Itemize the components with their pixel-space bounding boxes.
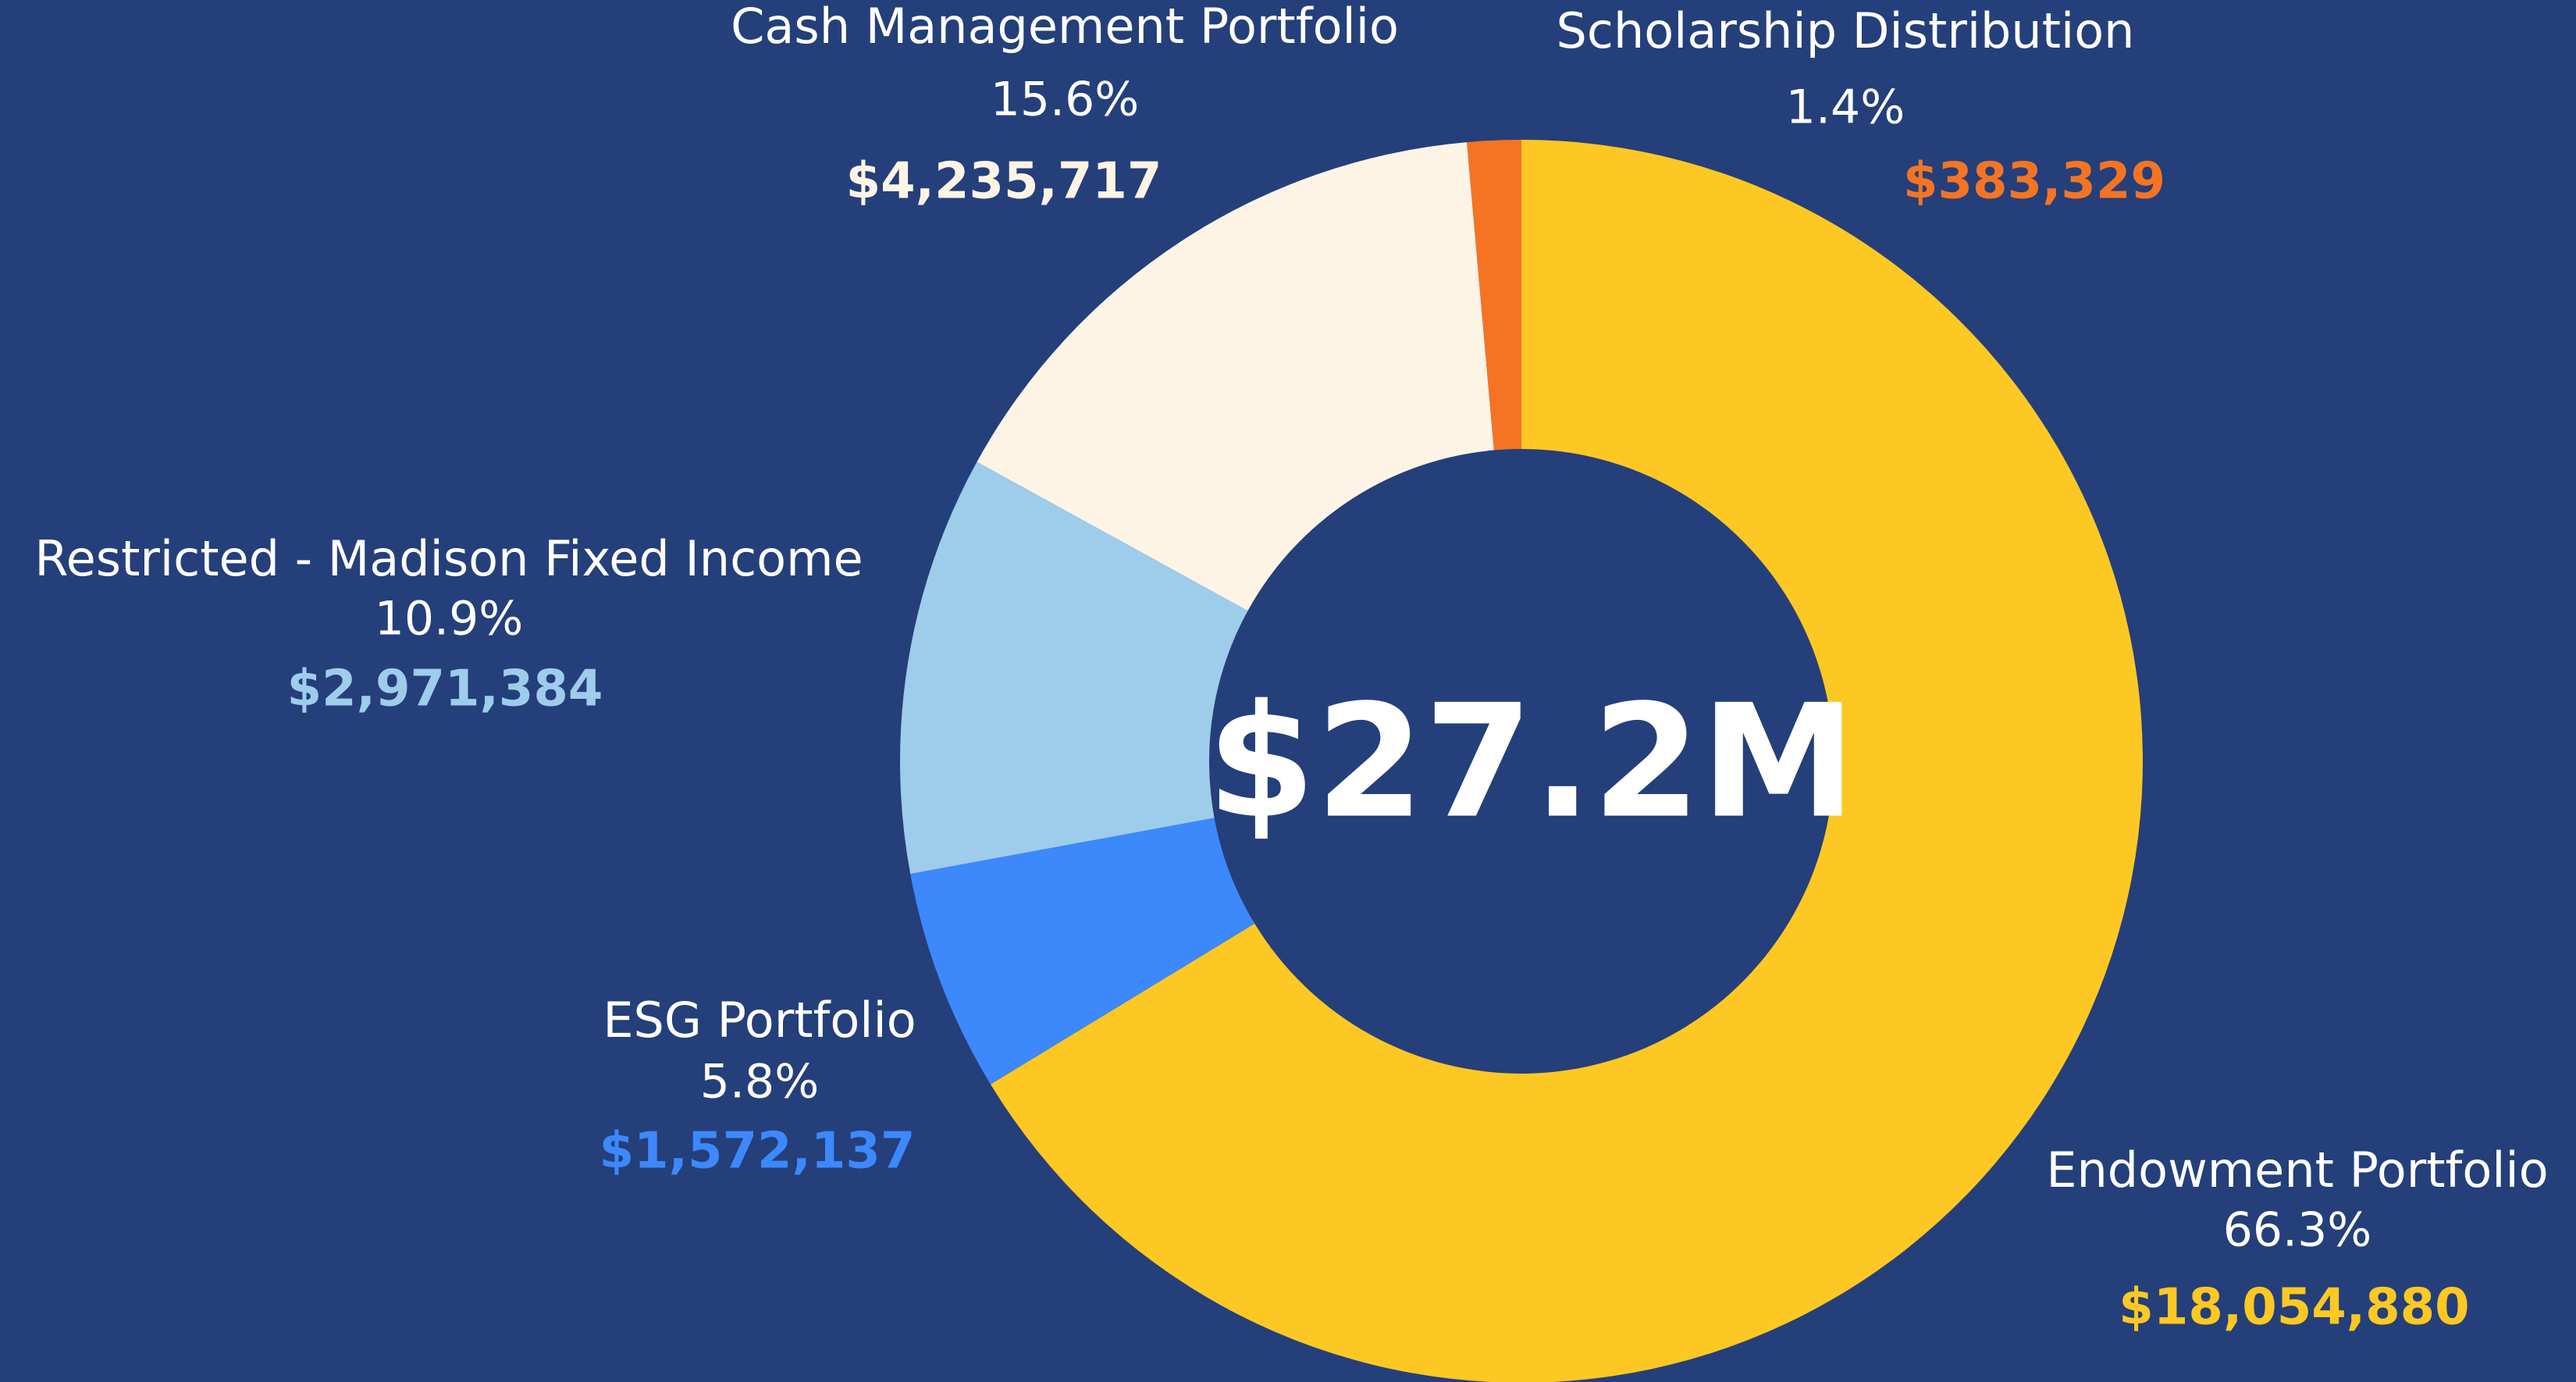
slice-amount: $383,329 — [1903, 153, 2165, 211]
donut-slice — [910, 817, 1255, 1085]
slice-percent: 1.4% — [1786, 80, 1905, 135]
slice-percent: 66.3% — [2223, 1203, 2372, 1258]
slice-percent: 15.6% — [991, 73, 1140, 127]
donut-slice — [900, 461, 1248, 874]
slice-amount: $1,572,137 — [600, 1123, 916, 1181]
slice-name: Endowment Portfolio — [2046, 1142, 2548, 1199]
slices — [900, 140, 2143, 1382]
slice-percent: 10.9% — [375, 592, 524, 646]
donut-slice — [977, 142, 1494, 611]
donut-slice — [1467, 140, 1521, 451]
slice-name: ESG Portfolio — [603, 992, 916, 1049]
slice-percent: 5.8% — [700, 1055, 819, 1110]
slice-amount: $18,054,880 — [2119, 1279, 2469, 1337]
slice-name: Cash Management Portfolio — [731, 0, 1399, 55]
donut-slice — [991, 140, 2143, 1382]
slice-amount: $4,235,717 — [846, 153, 1162, 211]
slice-name: Scholarship Distribution — [1557, 2, 2135, 59]
slice-amount: $2,971,384 — [287, 661, 603, 718]
slice-name: Restricted - Madison Fixed Income — [34, 530, 863, 587]
center-label: $27.2M — [1207, 671, 1856, 853]
